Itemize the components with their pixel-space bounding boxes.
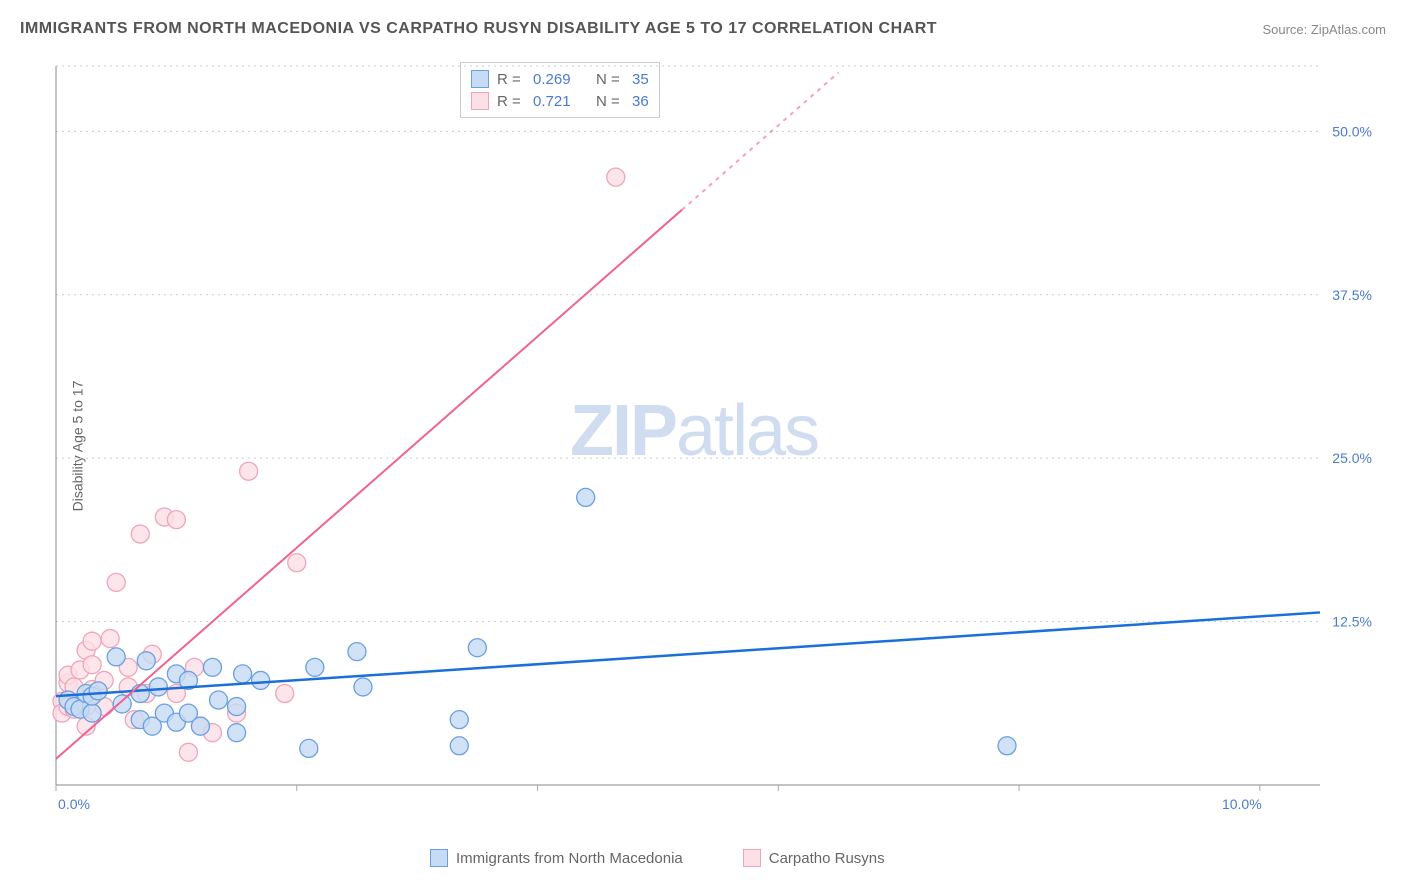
legend-item-macedonia: Immigrants from North Macedonia [430, 849, 683, 867]
scatter-plot: 12.5% 25.0% 37.5% 50.0% 0.0% 10.0% [50, 60, 1380, 820]
legend-label-rusyn: Carpatho Rusyns [769, 850, 885, 867]
source-credit: Source: ZipAtlas.com [1262, 22, 1386, 37]
bottom-legend: Immigrants from North Macedonia Carpatho… [430, 849, 885, 867]
legend-item-rusyn: Carpatho Rusyns [743, 849, 885, 867]
swatch-macedonia [430, 849, 448, 867]
swatch-rusyn [743, 849, 761, 867]
svg-text:12.5%: 12.5% [1332, 614, 1372, 630]
chart-svg: 12.5% 25.0% 37.5% 50.0% 0.0% 10.0% [50, 60, 1380, 820]
chart-title: IMMIGRANTS FROM NORTH MACEDONIA VS CARPA… [20, 20, 937, 38]
svg-text:25.0%: 25.0% [1332, 450, 1372, 466]
svg-text:50.0%: 50.0% [1332, 123, 1372, 139]
svg-text:37.5%: 37.5% [1332, 287, 1372, 303]
svg-text:10.0%: 10.0% [1222, 796, 1262, 812]
svg-text:0.0%: 0.0% [58, 796, 90, 812]
legend-label-macedonia: Immigrants from North Macedonia [456, 850, 683, 867]
